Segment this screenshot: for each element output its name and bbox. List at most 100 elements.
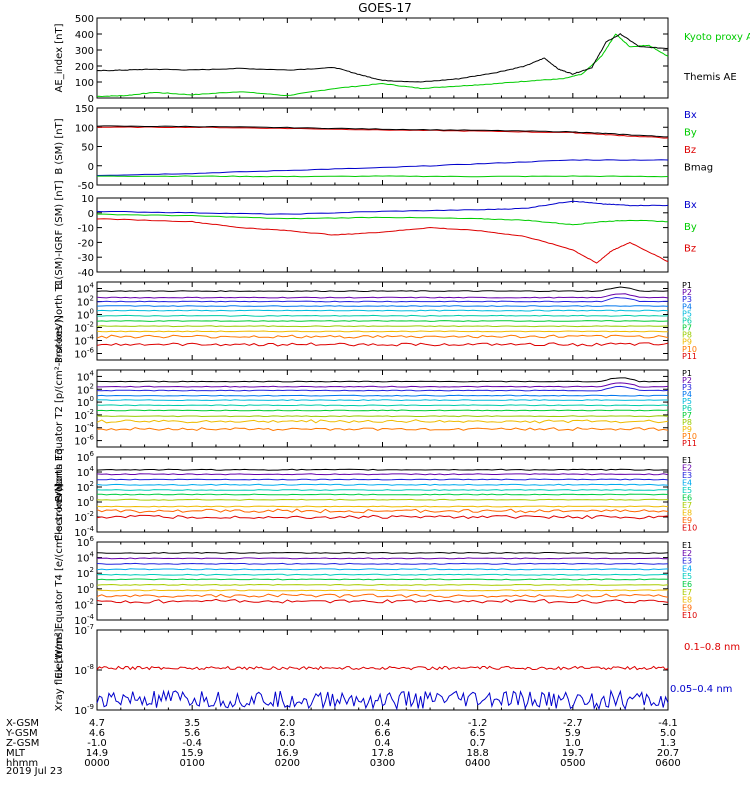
panel-1: 0 100 200 300 400 500 AE_index [nT] Kyoto proxy… [54,14,750,105]
series-line-p3 [96,385,669,392]
ephem-value: 17.8 [371,748,393,759]
series-line-p5 [96,309,669,312]
series-line-p3 [96,296,669,303]
series-line-e5 [96,489,669,491]
series-line-themis-ae [96,33,669,83]
series-line-p6 [96,404,669,407]
ephem-value: 5.0 [660,728,676,739]
legend-entry-p5: P5 [682,397,692,406]
series-line-p8 [96,415,669,418]
ephem-value: 0.0 [279,738,295,749]
y-tick-label: -10 [78,224,94,235]
series-line-p5 [96,399,668,402]
series-line-kyoto-proxy-ae [96,33,669,98]
legend-entry-e5: E5 [682,486,692,495]
ephem-label: Y-GSM [5,728,38,739]
y-tick-label: 150 [75,104,94,115]
ephem-value: 0100 [179,758,204,769]
series-line-e7 [96,498,669,501]
y-tick-label: 0 [88,209,94,220]
y-tick-label: 102 [77,566,94,580]
ephem-label: Z-GSM [6,738,39,749]
ephem-value: 19.7 [562,748,584,759]
ephem-value: -1.0 [87,738,107,749]
legend-entry-e8: E8 [682,509,692,518]
y-tick-label: 10-8 [74,663,94,677]
legend-entry-p7: P7 [682,411,692,420]
series-line-e6 [96,578,669,581]
y-tick-label: 10-2 [74,597,94,611]
ephem-value: -4.1 [658,718,678,729]
panel-frame [96,541,669,621]
y-tick-label: 200 [75,62,94,73]
legend-entry-e9: E9 [682,516,692,525]
y-tick-label: 104 [77,551,95,565]
y-tick-label: 100 [75,123,94,134]
y-tick-label: 10-2 [74,321,94,335]
series-line-e10 [96,514,669,520]
ephem-value: 16.9 [276,748,298,759]
series-line-e5 [96,573,669,576]
ephem-value: 4.7 [89,718,105,729]
legend-entry-short: 0.05–0.4 nm [670,684,732,695]
series-line-e3 [97,478,669,481]
series-line-e8 [96,505,669,508]
series-line-p10 [96,334,669,339]
legend-entry-e6: E6 [682,580,692,589]
series-line-e4 [96,568,669,571]
ephem-label: X-GSM [6,718,39,729]
panel-2: -50 0 50 100 150 B (SM) [nT] Bx By Bz Bmag [54,104,713,192]
ephem-label: MLT [6,748,26,759]
legend-entry-e2: E2 [682,549,692,558]
date-label: 2019 Jul 23 [6,766,63,777]
legend-entry-long: 0.1–0.8 nm [684,642,740,653]
ephem-value: 2.0 [279,718,295,729]
ephem-value: 3.5 [184,718,200,729]
legend-entry-p9: P9 [682,338,692,347]
figure-title: GOES-17 [358,1,412,15]
y-tick-label: 50 [81,143,94,154]
ephem-value: 1.3 [660,738,676,749]
legend-entry-e1: E1 [682,541,692,550]
legend-entry-by: By [684,222,697,233]
legend-entry-e6: E6 [682,494,692,503]
legend-entry-themis: Themis AE [683,72,737,83]
legend: Bx By Bz Bmag [684,110,713,174]
y-axis-label: AE_index [nT] [54,23,65,92]
legend-entry-p2: P2 [682,288,692,297]
series-line-e4 [96,483,669,486]
ephem-label: hhmm [6,758,38,769]
y-tick-label: 106 [77,450,95,464]
ephem-value: 18.8 [467,748,489,759]
y-axis-label: Xray flux [W/m²] [54,629,65,712]
series-line-bx [96,159,669,176]
legend-entry-e3: E3 [682,471,692,480]
ephem-value: 14.9 [86,748,108,759]
y-tick-label: 100 [75,78,94,89]
series-line-p4 [96,394,669,397]
legend-entry-e10: E10 [682,611,697,620]
series-line-p9 [96,419,669,424]
series-line-e9 [96,508,669,514]
ephem-value: 1.0 [565,738,581,749]
legend: Bx By Bz [684,200,697,255]
legend-entry-e4: E4 [682,479,692,488]
legend-entry-p7: P7 [682,324,692,333]
ephem-value: 0400 [465,758,490,769]
ephem-value: 6.3 [279,728,295,739]
y-tick-label: 500 [75,14,94,25]
legend-entry-p4: P4 [682,390,692,399]
legend-entry-e4: E4 [682,564,692,573]
series-line-short [96,689,669,711]
legend-entry-e5: E5 [682,572,692,581]
series-line-p8 [96,325,669,328]
legend-entry-p4: P4 [682,302,692,311]
legend-entry-p3: P3 [682,383,692,392]
